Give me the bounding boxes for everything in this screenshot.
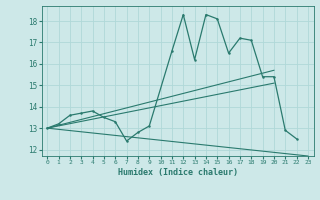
X-axis label: Humidex (Indice chaleur): Humidex (Indice chaleur): [118, 168, 237, 177]
